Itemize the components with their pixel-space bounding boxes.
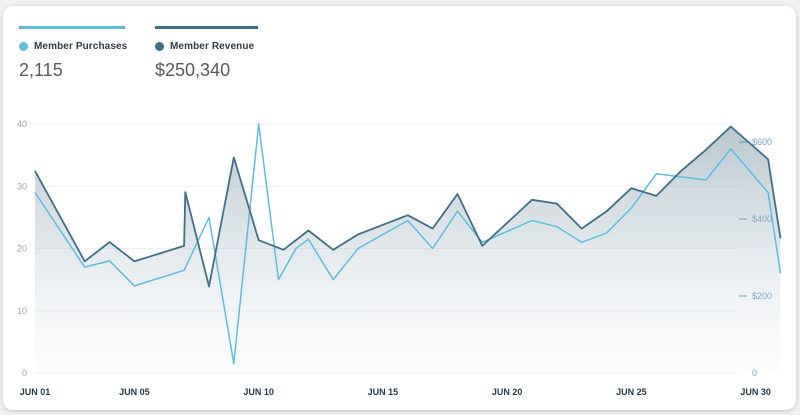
series-line-member-purchases (34, 123, 782, 365)
y-left-tick-label: 0 (22, 368, 27, 378)
x-tick-label: JUN 10 (243, 387, 274, 397)
legend-dot (155, 42, 164, 51)
x-tick-label: JUN 30 (740, 387, 771, 397)
x-tick-label: JUN 01 (20, 387, 51, 397)
y-left-tick-label: 20 (17, 244, 27, 254)
series-area-member-revenue (35, 126, 781, 373)
x-tick-label: JUN 05 (119, 387, 150, 397)
legend-dot (19, 42, 28, 51)
kpi-value: 2,115 (19, 60, 63, 80)
kpi-label: Member Revenue (170, 41, 255, 52)
x-tick-label: JUN 25 (616, 387, 647, 397)
y-left-tick-label: 30 (17, 181, 27, 191)
legend-item-member-purchases: Member Purchases (19, 41, 127, 52)
y-right-tick-label: $600 (752, 137, 772, 147)
series-line-member-revenue (34, 125, 782, 288)
kpi-accent-bar (155, 26, 258, 29)
kpi-label: Member Purchases (34, 41, 128, 52)
x-tick-label: JUN 20 (492, 387, 523, 397)
y-left-tick-label: 40 (17, 119, 27, 129)
x-tick-label: JUN 15 (368, 387, 399, 397)
y-left-tick-label: 10 (17, 306, 27, 316)
kpi-value: $250,340 (155, 60, 231, 80)
legend-item-member-revenue: Member Revenue (155, 41, 254, 52)
kpi-accent-bar (19, 26, 125, 29)
